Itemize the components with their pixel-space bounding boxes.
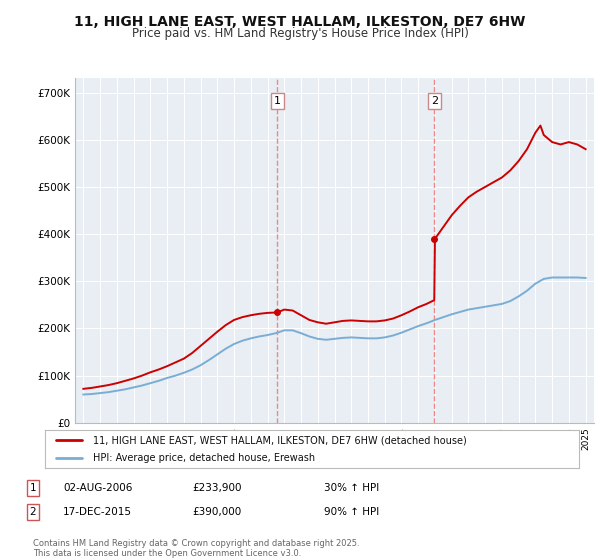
Text: £390,000: £390,000 <box>192 507 241 517</box>
Text: HPI: Average price, detached house, Erewash: HPI: Average price, detached house, Erew… <box>93 453 315 463</box>
Text: 11, HIGH LANE EAST, WEST HALLAM, ILKESTON, DE7 6HW: 11, HIGH LANE EAST, WEST HALLAM, ILKESTO… <box>74 15 526 29</box>
Text: 1: 1 <box>29 483 37 493</box>
Text: 1: 1 <box>274 96 281 106</box>
Text: 02-AUG-2006: 02-AUG-2006 <box>63 483 133 493</box>
Text: Price paid vs. HM Land Registry's House Price Index (HPI): Price paid vs. HM Land Registry's House … <box>131 27 469 40</box>
Text: £233,900: £233,900 <box>192 483 241 493</box>
Text: 2: 2 <box>431 96 438 106</box>
Text: 11, HIGH LANE EAST, WEST HALLAM, ILKESTON, DE7 6HW (detached house): 11, HIGH LANE EAST, WEST HALLAM, ILKESTO… <box>93 435 467 445</box>
Text: 2: 2 <box>29 507 37 517</box>
Text: 90% ↑ HPI: 90% ↑ HPI <box>324 507 379 517</box>
Text: 17-DEC-2015: 17-DEC-2015 <box>63 507 132 517</box>
Text: Contains HM Land Registry data © Crown copyright and database right 2025.
This d: Contains HM Land Registry data © Crown c… <box>33 539 359 558</box>
Text: 30% ↑ HPI: 30% ↑ HPI <box>324 483 379 493</box>
